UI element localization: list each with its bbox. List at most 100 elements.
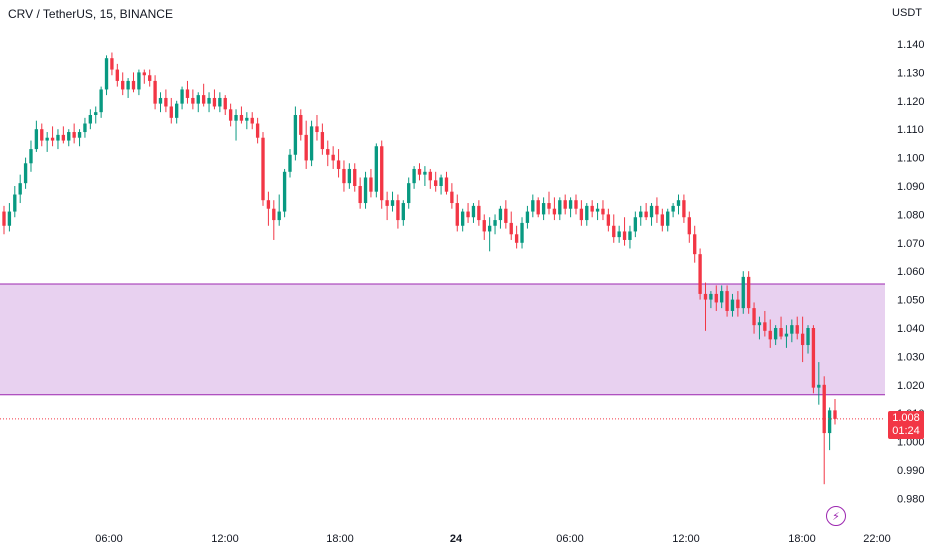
candle-body	[110, 58, 114, 70]
candle-body	[417, 168, 422, 175]
candle-body	[320, 132, 325, 150]
candle	[434, 171, 438, 192]
candle-body	[288, 154, 292, 172]
candle-body	[196, 95, 200, 104]
candle	[401, 200, 405, 226]
candle	[83, 117, 87, 138]
candle-body	[730, 299, 735, 311]
candle-body	[326, 149, 330, 155]
candle-body	[568, 200, 573, 209]
candle	[18, 174, 22, 204]
candle-body	[407, 183, 411, 204]
candle-body	[827, 410, 832, 434]
candle	[730, 293, 735, 317]
candle-body	[401, 203, 405, 221]
candle	[531, 194, 535, 218]
candle-body	[88, 115, 93, 124]
candle	[131, 72, 136, 93]
last-price-value: 1.008	[892, 412, 920, 424]
price-tick-label: 1.070	[897, 238, 925, 250]
candle-body	[277, 211, 281, 221]
candle	[191, 89, 195, 110]
lightning-icon[interactable]: ⚡︎	[826, 506, 846, 526]
candle	[498, 205, 503, 229]
candle	[763, 310, 767, 337]
candle-body	[304, 134, 308, 161]
time-tick-label: 06:00	[556, 533, 584, 545]
candle	[385, 191, 389, 221]
candle	[148, 69, 152, 87]
time-tick-label: 24	[450, 533, 463, 545]
time-tick-label: 18:00	[326, 533, 354, 545]
candle-body	[806, 328, 810, 346]
candle	[164, 89, 168, 113]
candle-body	[385, 200, 389, 206]
candle-body	[752, 308, 756, 326]
candle	[121, 72, 125, 96]
candle-body	[790, 325, 794, 334]
candle	[784, 325, 789, 348]
candle-body	[158, 97, 163, 104]
candle-body	[250, 117, 254, 124]
candle-body	[471, 205, 476, 218]
candle-body	[498, 208, 503, 221]
candle-body	[633, 217, 638, 232]
candle	[487, 217, 492, 252]
candle	[363, 171, 368, 209]
candle-body	[61, 134, 66, 141]
candle-body	[412, 168, 416, 184]
candle-body	[482, 220, 486, 232]
candle	[423, 166, 427, 186]
candle	[552, 197, 557, 221]
price-tick-label: 1.100	[897, 153, 925, 165]
candle	[304, 120, 308, 169]
candle-body	[131, 80, 136, 90]
candle	[612, 214, 616, 243]
candle	[185, 80, 190, 104]
candle	[255, 117, 260, 144]
candle	[514, 225, 519, 249]
candle	[396, 194, 400, 229]
candle-body	[525, 211, 530, 223]
zone-rect[interactable]	[0, 283, 885, 395]
candle-body	[2, 211, 6, 226]
candle-body	[736, 299, 740, 309]
price-tick-label: 1.020	[897, 380, 925, 392]
candle	[137, 69, 141, 96]
candle	[644, 203, 648, 221]
candle-body	[644, 211, 648, 218]
candle	[56, 129, 60, 150]
candle-body	[833, 410, 837, 419]
candle	[703, 282, 708, 331]
candle	[94, 106, 98, 124]
candle-body	[353, 168, 357, 186]
candle	[261, 132, 265, 206]
candle	[326, 140, 330, 167]
price-tick-label: 1.040	[897, 323, 925, 335]
candle-body	[552, 208, 557, 215]
candle	[23, 157, 28, 189]
candle-body	[218, 97, 222, 107]
candle	[266, 191, 271, 226]
price-tick-label: 1.090	[897, 181, 925, 193]
candle-body	[45, 137, 49, 141]
price-tick-label: 1.050	[897, 295, 925, 307]
candle-body	[72, 132, 76, 138]
candle-body	[185, 89, 190, 98]
candle-body	[574, 200, 578, 209]
price-tick-label: 0.980	[897, 493, 925, 505]
candle	[380, 140, 384, 209]
candle-body	[396, 200, 400, 221]
candle-body	[428, 171, 432, 181]
candle	[649, 203, 654, 226]
candle	[822, 376, 826, 485]
candle-body	[693, 234, 697, 255]
candle	[245, 112, 249, 130]
time-tick-label: 12:00	[211, 533, 239, 545]
candle-body	[768, 330, 772, 340]
candle-body	[460, 211, 465, 226]
candle	[779, 316, 783, 340]
candle	[633, 211, 638, 238]
candle	[293, 106, 298, 161]
